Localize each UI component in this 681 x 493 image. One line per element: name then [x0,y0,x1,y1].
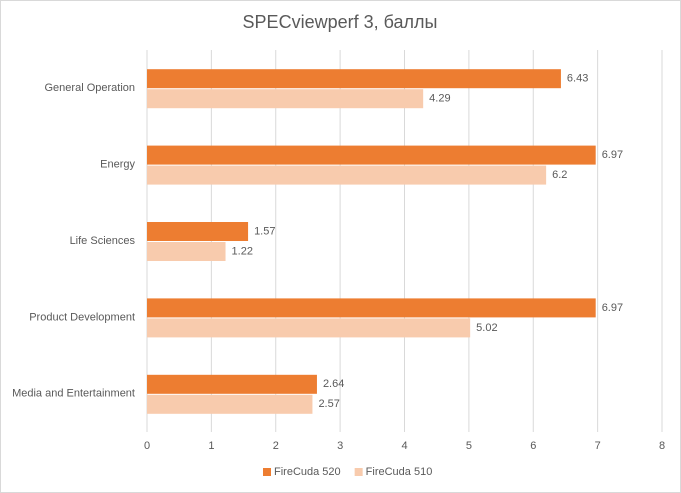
legend-label: FireCuda 510 [366,466,433,478]
x-tick-label: 6 [530,440,536,452]
data-label: 1.57 [254,225,275,237]
data-label: 1.22 [232,245,253,257]
data-label: 5.02 [476,322,497,334]
data-label: 6.97 [602,149,623,161]
y-tick-label: Product Development [29,311,135,323]
bar [147,374,317,394]
y-tick-label: General Operation [45,82,136,94]
legend-swatch [263,468,271,476]
x-tick-label: 1 [208,440,214,452]
x-tick-label: 5 [466,440,472,452]
bar [147,318,471,338]
bar [147,69,561,89]
chart-title: SPECviewperf 3, баллы [243,12,438,32]
x-tick-label: 8 [659,440,665,452]
data-label: 4.29 [429,93,450,105]
bar [147,165,547,185]
bar [147,298,596,318]
y-tick-label: Energy [100,159,135,171]
bar [147,89,424,109]
legend-swatch [354,468,363,476]
x-tick-label: 2 [273,440,279,452]
data-label: 2.64 [323,378,344,390]
legend-label: FireCuda 520 [274,466,341,478]
x-tick-label: 4 [401,440,407,452]
bar [147,394,313,414]
data-label: 2.57 [318,398,339,410]
x-tick-label: 3 [337,440,343,452]
bar [147,242,226,261]
y-tick-label: Media and Entertainment [12,388,135,400]
x-tick-label: 0 [144,440,150,452]
bar [147,145,596,165]
x-tick-label: 7 [595,440,601,452]
bar [147,222,249,241]
y-tick-label: Life Sciences [70,235,136,247]
data-label: 6.2 [552,169,567,181]
data-label: 6.97 [602,302,623,314]
data-label: 6.43 [567,73,588,85]
